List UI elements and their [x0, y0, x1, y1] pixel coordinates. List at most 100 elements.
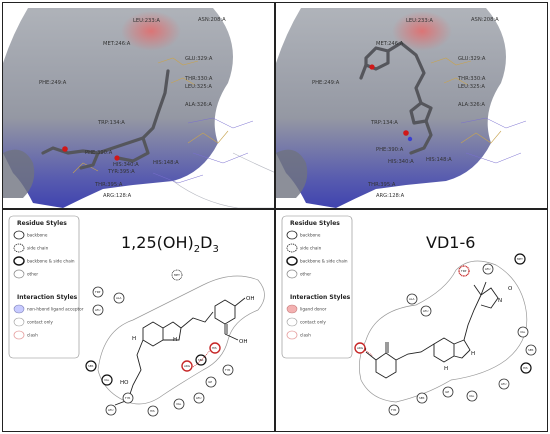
svg-text:ALA: ALA — [409, 297, 415, 301]
res-label: ASN:208:A — [198, 17, 226, 23]
legend: Residue Styles backbone side chain backb… — [8, 215, 84, 359]
res-label: ARG:128:A — [376, 193, 405, 199]
res-label: ARG:128:A — [103, 193, 132, 199]
residue-disc: MET — [171, 269, 183, 281]
legend-title: Residue Styles — [290, 220, 340, 227]
residue-disc: LEU — [92, 304, 104, 316]
res-label: PHE:390:A — [85, 150, 113, 156]
legend-item: side chain — [300, 246, 322, 251]
svg-text:SER: SER — [88, 364, 94, 368]
atom-label: N — [498, 298, 502, 304]
svg-text:LEU: LEU — [485, 267, 490, 271]
residue-disc: ALA — [113, 292, 125, 304]
svg-text:VAL: VAL — [104, 378, 110, 382]
res-label: TRP:134:A — [97, 120, 125, 126]
panel-3d-vd1-6: ASN:208:A LEU:233:A MET:246:A GLU:329:A … — [275, 2, 548, 209]
residue-disc: LEU — [193, 392, 205, 404]
legend-title: Interaction Styles — [290, 294, 351, 301]
res-label: THR:330:A — [184, 76, 213, 82]
oxygen-atom — [114, 155, 120, 161]
svg-text:HIS: HIS — [212, 346, 217, 350]
residue-discs: TRP MET LEU ALA LEU VAL SER HIS ARG TYR … — [354, 253, 537, 416]
svg-text:LEU: LEU — [501, 382, 506, 386]
res-label: GLU:329:A — [185, 56, 213, 62]
residue-disc: TYR — [122, 392, 134, 404]
binding-pocket-3d: ASN:208:A LEU:233:A MET:246:A GLU:329:A … — [276, 8, 527, 208]
residue-disc: LEU — [482, 263, 494, 275]
residue-disc: ARG — [354, 342, 366, 354]
res-label: MET:246:A — [376, 41, 404, 47]
legend-title: Interaction Styles — [17, 294, 78, 301]
molecular-surface — [3, 8, 233, 208]
molecular-surface — [276, 8, 506, 208]
res-label: GLU:329:A — [458, 56, 486, 62]
residue-labels: ASN:208:A LEU:233:A MET:246:A GLU:329:A … — [39, 17, 226, 199]
diagram-title: VD1-6 — [426, 233, 475, 252]
svg-text:VAL: VAL — [520, 330, 526, 334]
residue-disc: VAL — [173, 398, 185, 410]
legend-item: ligand donor — [300, 307, 327, 312]
legend-interaction-styles: ligand donor contact only clash — [286, 304, 327, 340]
svg-text:TYR: TYR — [224, 368, 230, 372]
ligand-vd1-6 — [359, 41, 433, 155]
residue-disc: ILE — [205, 376, 217, 388]
svg-text:SER: SER — [198, 358, 204, 362]
res-label: TRP:134:A — [370, 120, 398, 126]
residue-disc: LEU — [420, 305, 432, 317]
legend-item: contact only — [27, 320, 53, 325]
residue-disc: ARG — [181, 360, 193, 372]
residue-disc: MET — [514, 253, 526, 265]
svg-text:HIS: HIS — [150, 409, 155, 413]
legend-item: backbone — [27, 233, 48, 238]
svg-text:ILE: ILE — [208, 380, 212, 384]
residue-disc: SER — [416, 392, 428, 404]
legend-item: clash — [27, 333, 38, 338]
svg-text:ARG: ARG — [184, 364, 190, 368]
atom-label: H — [444, 366, 448, 372]
panel-2d-vd1-6: Residue Styles backbone side chain backb… — [275, 209, 548, 432]
ligand-calcitriol — [41, 69, 170, 170]
res-label: TYR:395:A — [107, 169, 135, 175]
oxygen-atom — [369, 64, 375, 70]
legend-residue-styles: backbone side chain backbone & side chai… — [13, 230, 75, 279]
svg-text:ALA: ALA — [116, 296, 122, 300]
residue-disc: ILE — [442, 386, 454, 398]
legend-item: backbone — [300, 233, 321, 238]
residue-disc: HIS — [209, 342, 221, 354]
res-label: HIS:340:A — [388, 159, 414, 165]
residue-labels: ASN:208:A LEU:233:A MET:246:A GLU:329:A … — [312, 17, 499, 199]
svg-text:MET: MET — [174, 273, 180, 277]
residue-disc: TRP — [458, 265, 470, 277]
legend-item: backbone & side chain — [27, 259, 75, 264]
svg-text:TRP: TRP — [460, 269, 467, 273]
oxygen-atom — [62, 146, 68, 152]
res-label: LEU:325:A — [185, 84, 212, 90]
res-label: HIS:148:A — [426, 157, 452, 163]
legend-item: side chain — [27, 246, 49, 251]
residue-disc: TYR — [222, 364, 234, 376]
svg-text:ILE: ILE — [445, 390, 449, 394]
acidic-patch — [121, 11, 181, 51]
svg-text:TYR: TYR — [390, 408, 396, 412]
svg-text:HIS: HIS — [523, 366, 528, 370]
legend-item: backbone & side chain — [300, 259, 348, 264]
diagram-title: 1,25(OH)2D3 — [121, 233, 219, 255]
res-label: THR:330:A — [457, 76, 486, 82]
residue-disc: VAL — [517, 326, 529, 338]
binding-pocket-3d: ASN:208:A LEU:233:A MET:246:A GLU:329:A … — [3, 8, 274, 208]
res-label: THR:395:A — [94, 182, 123, 188]
legend-residue-styles: backbone side chain backbone & side chai… — [286, 230, 348, 279]
svg-text:VAL: VAL — [176, 402, 182, 406]
atom-label: H — [471, 351, 475, 357]
res-label: LEU:233:A — [133, 18, 160, 24]
acidic-patch — [392, 11, 452, 51]
residue-disc: SER — [525, 344, 537, 356]
legend: Residue Styles backbone side chain backb… — [281, 215, 353, 359]
atom-label: OH — [246, 296, 254, 302]
res-label: PHE:249:A — [39, 80, 67, 86]
res-label: PHE:390:A — [376, 147, 404, 153]
res-label: HIS:148:A — [153, 160, 179, 166]
oxygen-atom — [403, 130, 409, 136]
pocket-outline — [97, 275, 265, 405]
svg-text:SER: SER — [419, 396, 425, 400]
